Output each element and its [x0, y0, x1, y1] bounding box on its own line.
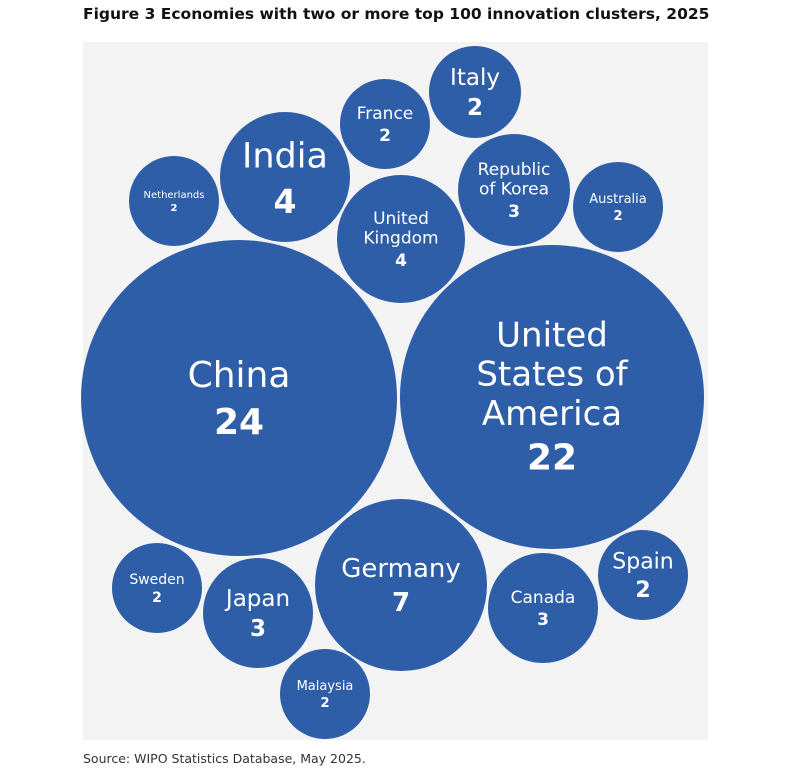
bubble-spain	[598, 530, 688, 620]
bubble-label-japan: Japan	[224, 586, 290, 612]
bubble-value-china: 24	[214, 402, 264, 443]
bubble-japan	[203, 558, 313, 668]
bubble-value-france: 2	[379, 126, 391, 146]
bubble-netherlands	[129, 156, 219, 246]
bubble-malaysia	[280, 649, 370, 739]
bubble-value-india: 4	[274, 182, 297, 221]
bubble-italy	[429, 46, 521, 138]
bubble-value-germany: 7	[392, 588, 410, 618]
bubble-value-united-kingdom: 4	[395, 251, 407, 271]
bubble-germany	[315, 499, 487, 671]
chart-source: Source: WIPO Statistics Database, May 20…	[83, 751, 366, 766]
bubble-label-united-states-of-america: United States of America	[476, 316, 628, 434]
bubble-australia	[573, 162, 663, 252]
bubble-label-sweden: Sweden	[129, 572, 184, 588]
bubble-value-sweden: 2	[152, 590, 162, 606]
bubble-value-spain: 2	[635, 578, 650, 603]
bubble-label-republic-of-korea: Republic of Korea	[478, 160, 551, 200]
bubble-label-france: France	[357, 104, 414, 124]
bubble-label-italy: Italy	[450, 65, 500, 91]
bubble-value-canada: 3	[537, 610, 549, 630]
bubble-sweden	[112, 543, 202, 633]
bubble-value-netherlands: 2	[171, 203, 178, 214]
bubble-value-japan: 3	[250, 616, 266, 642]
bubble-label-germany: Germany	[341, 554, 461, 584]
bubble-value-australia: 2	[613, 209, 622, 224]
chart-title: Figure 3 Economies with two or more top …	[83, 5, 710, 23]
bubble-label-united-kingdom: United Kingdom	[363, 209, 438, 249]
bubble-india	[220, 112, 350, 242]
bubble-canada	[488, 553, 598, 663]
bubble-label-canada: Canada	[511, 588, 576, 608]
bubble-label-malaysia: Malaysia	[297, 679, 354, 694]
bubble-label-australia: Australia	[589, 192, 647, 207]
bubble-value-italy: 2	[467, 95, 483, 121]
bubble-label-netherlands: Netherlands	[144, 190, 205, 201]
bubble-label-india: India	[242, 137, 328, 177]
bubble-china	[81, 240, 397, 556]
bubble-republic-of-korea	[458, 134, 570, 246]
bubble-value-republic-of-korea: 3	[508, 202, 520, 222]
bubble-france	[340, 79, 430, 169]
bubble-united-kingdom	[337, 175, 465, 303]
bubble-united-states-of-america	[400, 245, 704, 549]
bubble-label-spain: Spain	[612, 549, 673, 574]
bubble-value-united-states-of-america: 22	[527, 437, 577, 478]
bubble-label-china: China	[188, 355, 291, 396]
bubble-value-malaysia: 2	[320, 696, 329, 711]
